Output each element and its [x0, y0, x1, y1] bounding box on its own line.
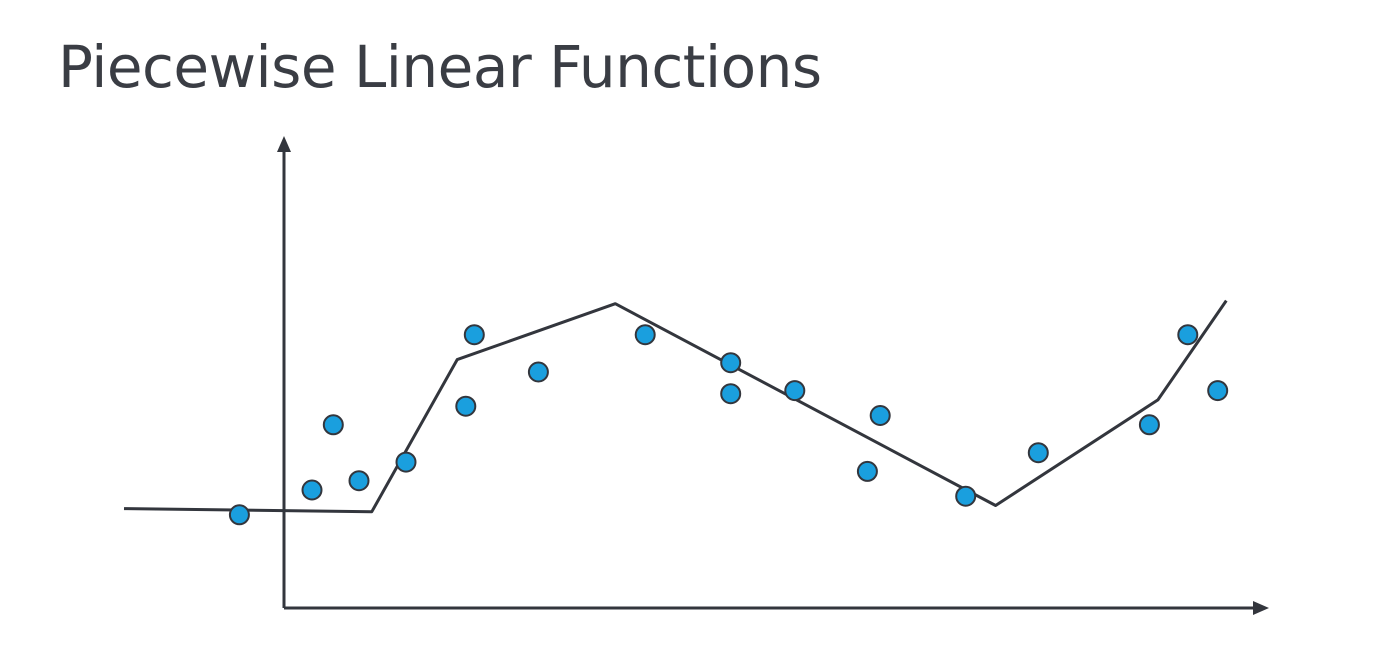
page-title: Piecewise Linear Functions	[58, 33, 822, 101]
data-point-14	[869, 405, 891, 426]
data-point-19	[1207, 380, 1229, 402]
data-point-15	[955, 485, 977, 507]
data-points	[228, 324, 1229, 526]
data-point-8	[527, 361, 549, 383]
piecewise-fit-line	[123, 299, 1228, 514]
data-point-1	[228, 504, 250, 526]
data-point-17	[1138, 414, 1160, 436]
data-point-5	[395, 451, 417, 473]
data-point-7	[463, 324, 485, 346]
y-axis-arrow-icon	[277, 136, 291, 152]
data-point-13	[856, 460, 878, 482]
data-point-10	[720, 383, 742, 405]
data-point-2	[301, 479, 323, 501]
data-point-16	[1027, 442, 1049, 464]
data-point-4	[348, 470, 370, 492]
x-axis-arrow-icon	[1253, 601, 1269, 615]
data-point-3	[322, 414, 344, 436]
data-point-6	[455, 395, 477, 417]
data-point-9	[634, 324, 656, 346]
data-point-18	[1177, 324, 1199, 346]
data-point-11	[720, 352, 742, 374]
data-point-12	[784, 380, 806, 402]
